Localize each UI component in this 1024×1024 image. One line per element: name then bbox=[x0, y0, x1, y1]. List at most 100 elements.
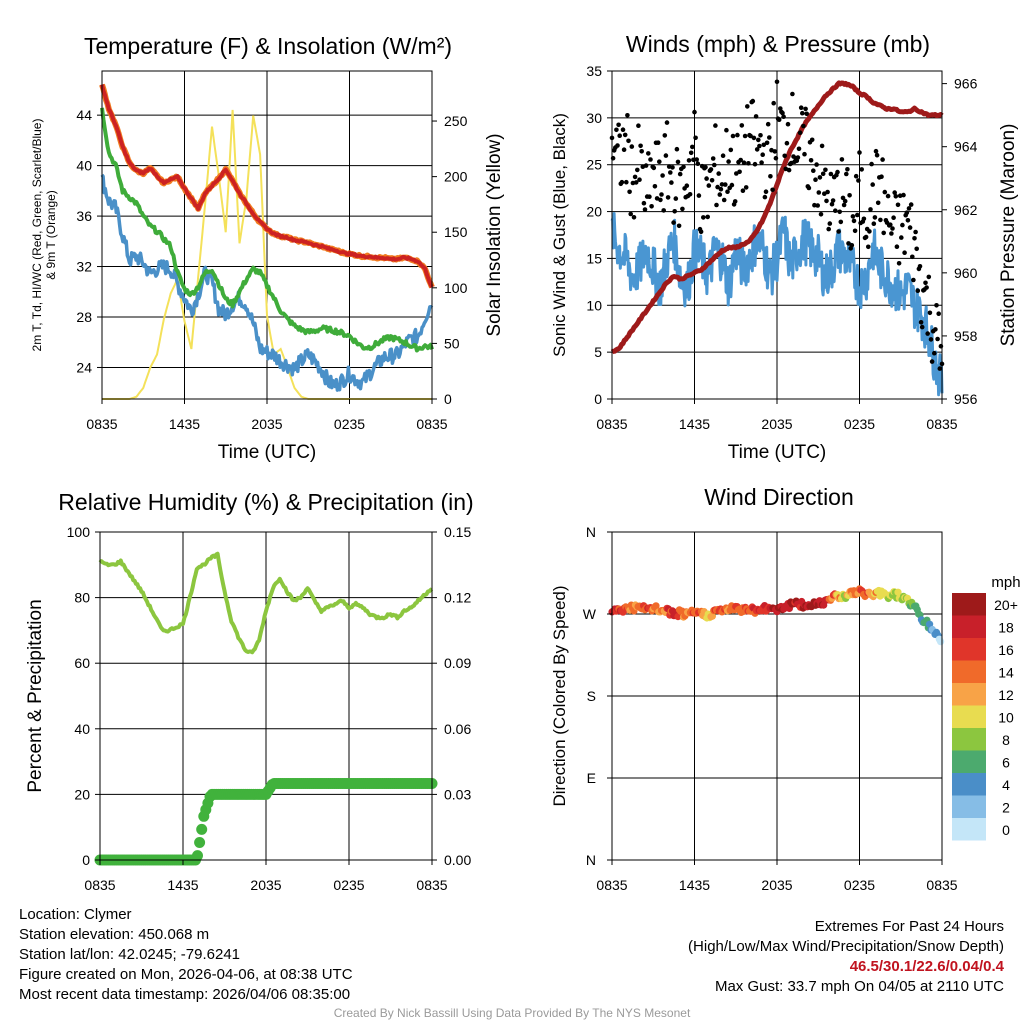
legend-swatch bbox=[952, 615, 986, 638]
humidity-y-tick-label: 60 bbox=[74, 655, 90, 671]
gust-point bbox=[856, 178, 861, 183]
gust-point bbox=[817, 175, 823, 180]
temperature-y-tick-label: 24 bbox=[76, 359, 92, 375]
gust-point bbox=[625, 113, 630, 118]
direction-panel: Wind Direction 0835 1435 2035 0235 0835 N E S W… bbox=[550, 484, 1021, 893]
temperature-y-axis-label-line1: 2m T, Td, HI/WC (Red, Green, Scarlet/Blu… bbox=[30, 119, 44, 352]
gust-point bbox=[914, 246, 919, 252]
winds-y2-tick-label: 960 bbox=[954, 265, 978, 281]
gust-point bbox=[790, 91, 795, 97]
gust-point bbox=[867, 229, 872, 234]
winds-panel: Winds (mph) & Pressure (mb) 0835 1435 2035… bbox=[550, 31, 1019, 463]
gust-point bbox=[725, 189, 730, 194]
precip-point bbox=[192, 850, 203, 862]
gust-point bbox=[820, 171, 826, 177]
humidity-y-tick-label: 80 bbox=[74, 590, 90, 606]
gust-point bbox=[828, 171, 834, 177]
gust-point bbox=[900, 222, 905, 228]
gust-point bbox=[639, 149, 644, 154]
gust-point bbox=[705, 214, 710, 220]
gust-point bbox=[811, 168, 816, 173]
gust-point bbox=[780, 110, 785, 116]
gust-point bbox=[628, 211, 633, 217]
gust-point bbox=[859, 167, 864, 172]
winds-x-tick-label: 2035 bbox=[761, 416, 792, 432]
legend-swatch bbox=[952, 818, 986, 841]
legend-label: 8 bbox=[1002, 732, 1010, 748]
gust-point bbox=[692, 109, 697, 115]
gust-point bbox=[827, 221, 833, 226]
legend-swatch bbox=[952, 683, 986, 706]
humidity-y2-tick-label: 0.06 bbox=[444, 721, 471, 737]
winds-y-tick-label: 20 bbox=[586, 204, 602, 220]
gust-point bbox=[669, 180, 674, 185]
humidity-x-tick-label: 0835 bbox=[84, 877, 115, 893]
precip-point bbox=[194, 837, 206, 848]
gust-point bbox=[881, 230, 886, 236]
gust-point bbox=[688, 150, 694, 156]
gust-point bbox=[765, 121, 771, 127]
temperature-y-axis-label-line2: & 9m T (Orange) bbox=[44, 190, 58, 280]
gust-point bbox=[800, 110, 805, 116]
temperature-y-tick-label: 40 bbox=[76, 158, 92, 174]
temperature-y2-tick-label: 50 bbox=[444, 335, 460, 351]
wind-chill-series-line bbox=[100, 173, 434, 392]
credit-line: Created By Nick Bassill Using Data Provi… bbox=[333, 1006, 691, 1020]
gust-point bbox=[781, 114, 786, 119]
gust-point bbox=[882, 189, 888, 195]
gust-point bbox=[622, 132, 628, 138]
gust-point bbox=[763, 189, 769, 194]
gust-point bbox=[896, 261, 902, 266]
humidity-y-tick-label: 40 bbox=[74, 721, 90, 737]
winds-y2-tick-label: 956 bbox=[954, 391, 978, 407]
gust-point bbox=[614, 127, 619, 133]
temperature-y2-tick-label: 250 bbox=[444, 113, 468, 129]
gust-point bbox=[701, 215, 706, 220]
gust-point bbox=[741, 160, 747, 165]
gust-point bbox=[681, 164, 686, 170]
gust-point bbox=[809, 137, 815, 143]
gust-point bbox=[772, 149, 778, 154]
gust-point bbox=[852, 228, 858, 234]
gust-point bbox=[901, 192, 906, 198]
winds-y2-tick-label: 962 bbox=[954, 202, 978, 218]
humidity-chart-title: Relative Humidity (%) & Precipitation (i… bbox=[58, 489, 473, 515]
direction-chart-title: Wind Direction bbox=[704, 484, 854, 510]
gust-point bbox=[717, 192, 723, 197]
gust-point bbox=[803, 106, 808, 112]
humidity-y2-tick-label: 0.15 bbox=[444, 524, 471, 540]
gust-point bbox=[739, 123, 745, 128]
temperature-y2-tick-label: 150 bbox=[444, 224, 468, 240]
gust-point bbox=[716, 171, 721, 176]
gust-point bbox=[891, 215, 896, 220]
gust-point bbox=[629, 144, 635, 149]
gust-point bbox=[621, 147, 627, 152]
gust-point bbox=[675, 159, 681, 165]
gust-point bbox=[825, 189, 830, 195]
gust-point bbox=[742, 133, 748, 139]
winds-y-tick-label: 0 bbox=[594, 391, 602, 407]
gust-point bbox=[917, 264, 923, 269]
legend-swatch bbox=[952, 795, 986, 818]
gust-point bbox=[907, 225, 913, 230]
gust-point bbox=[926, 274, 932, 280]
gust-point bbox=[835, 169, 840, 175]
gust-point bbox=[934, 303, 939, 308]
winds-y-tick-label: 5 bbox=[594, 344, 602, 360]
gust-point bbox=[664, 120, 670, 125]
gust-point bbox=[797, 130, 803, 135]
gust-point bbox=[830, 198, 836, 203]
gust-point bbox=[642, 207, 648, 212]
speed-legend: 20+ 18 16 14 12 10 8 6 4 2 0 bbox=[952, 593, 1018, 841]
gust-point bbox=[694, 157, 699, 162]
humidity-series-line bbox=[98, 551, 434, 655]
gust-point bbox=[850, 214, 856, 219]
station-elevation: Station elevation: 450.068 m bbox=[19, 926, 210, 943]
gust-point bbox=[723, 182, 728, 187]
gust-point bbox=[627, 189, 632, 195]
most-recent-timestamp: Most recent data timestamp: 2026/04/06 0… bbox=[19, 986, 351, 1003]
gust-point bbox=[631, 215, 637, 220]
gust-point bbox=[668, 170, 673, 175]
direction-y-tick-label: E bbox=[587, 770, 596, 786]
gust-point bbox=[698, 229, 704, 235]
